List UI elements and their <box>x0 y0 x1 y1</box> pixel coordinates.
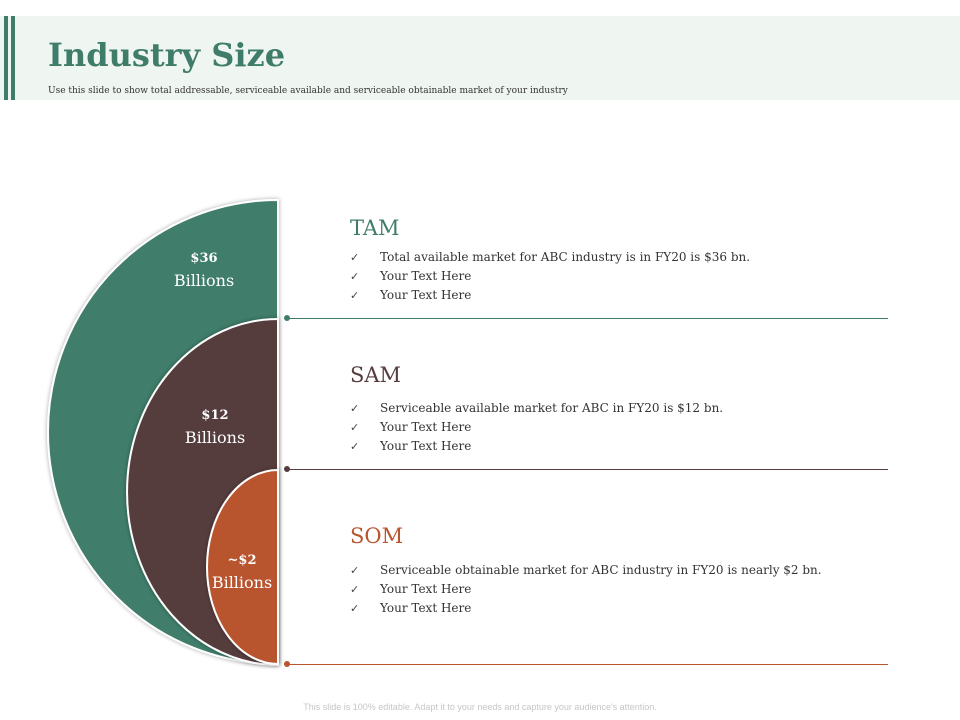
header-band <box>0 16 960 100</box>
sam-section: SAM ✓ Serviceable available market for AB… <box>350 363 723 456</box>
accent-bar-left <box>4 16 8 100</box>
check-icon: ✓ <box>350 270 360 283</box>
tam-ring-label: $36 Billions <box>154 248 254 292</box>
list-item: ✓ Your Text Here <box>350 599 822 618</box>
sam-ring-label: $12 Billions <box>165 405 265 449</box>
som-heading: SOM <box>350 524 404 548</box>
check-icon: ✓ <box>350 564 360 577</box>
tam-section: TAM ✓ Total available market for ABC indu… <box>350 216 750 305</box>
check-icon: ✓ <box>350 289 360 302</box>
tam-heading: TAM <box>350 216 400 240</box>
tam-divider-dot <box>284 315 290 321</box>
tam-divider <box>287 318 888 319</box>
som-amount: ~$2 <box>227 553 257 568</box>
tam-unit: Billions <box>173 271 235 290</box>
check-icon: ✓ <box>350 251 360 264</box>
tam-amount: $36 <box>190 251 218 266</box>
sam-heading: SAM <box>350 363 402 387</box>
som-divider <box>287 664 888 665</box>
sam-unit: Billions <box>184 428 246 447</box>
tam-bullet-list: ✓ Total available market for ABC industry… <box>350 248 750 305</box>
check-icon: ✓ <box>350 602 360 615</box>
list-item: ✓ Serviceable obtainable market for ABC i… <box>350 561 822 580</box>
som-bullet-list: ✓ Serviceable obtainable market for ABC i… <box>350 561 822 618</box>
sam-amount: $12 <box>201 408 229 423</box>
accent-bar-right <box>11 16 15 100</box>
som-unit: Billions <box>211 573 273 592</box>
page-title: Industry Size <box>48 36 286 74</box>
page-subtitle: Use this slide to show total addressable… <box>48 86 568 96</box>
list-item: ✓ Your Text Here <box>350 267 750 286</box>
footer-note: This slide is 100% editable. Adapt it to… <box>303 702 657 712</box>
list-item: ✓ Your Text Here <box>350 580 822 599</box>
som-section: SOM ✓ Serviceable obtainable market for A… <box>350 524 822 618</box>
list-item: ✓ Total available market for ABC industry… <box>350 248 750 267</box>
som-ring-label: ~$2 Billions <box>202 550 282 594</box>
list-item: ✓ Your Text Here <box>350 286 750 305</box>
som-ring <box>206 468 279 666</box>
list-item: ✓ Your Text Here <box>350 418 723 437</box>
list-item: ✓ Your Text Here <box>350 437 723 456</box>
check-icon: ✓ <box>350 440 360 453</box>
list-item: ✓ Serviceable available market for ABC in… <box>350 399 723 418</box>
check-icon: ✓ <box>350 421 360 434</box>
sam-divider <box>287 469 888 470</box>
sam-divider-dot <box>284 466 290 472</box>
check-icon: ✓ <box>350 402 360 415</box>
check-icon: ✓ <box>350 583 360 596</box>
som-divider-dot <box>284 661 290 667</box>
sam-bullet-list: ✓ Serviceable available market for ABC in… <box>350 399 723 456</box>
